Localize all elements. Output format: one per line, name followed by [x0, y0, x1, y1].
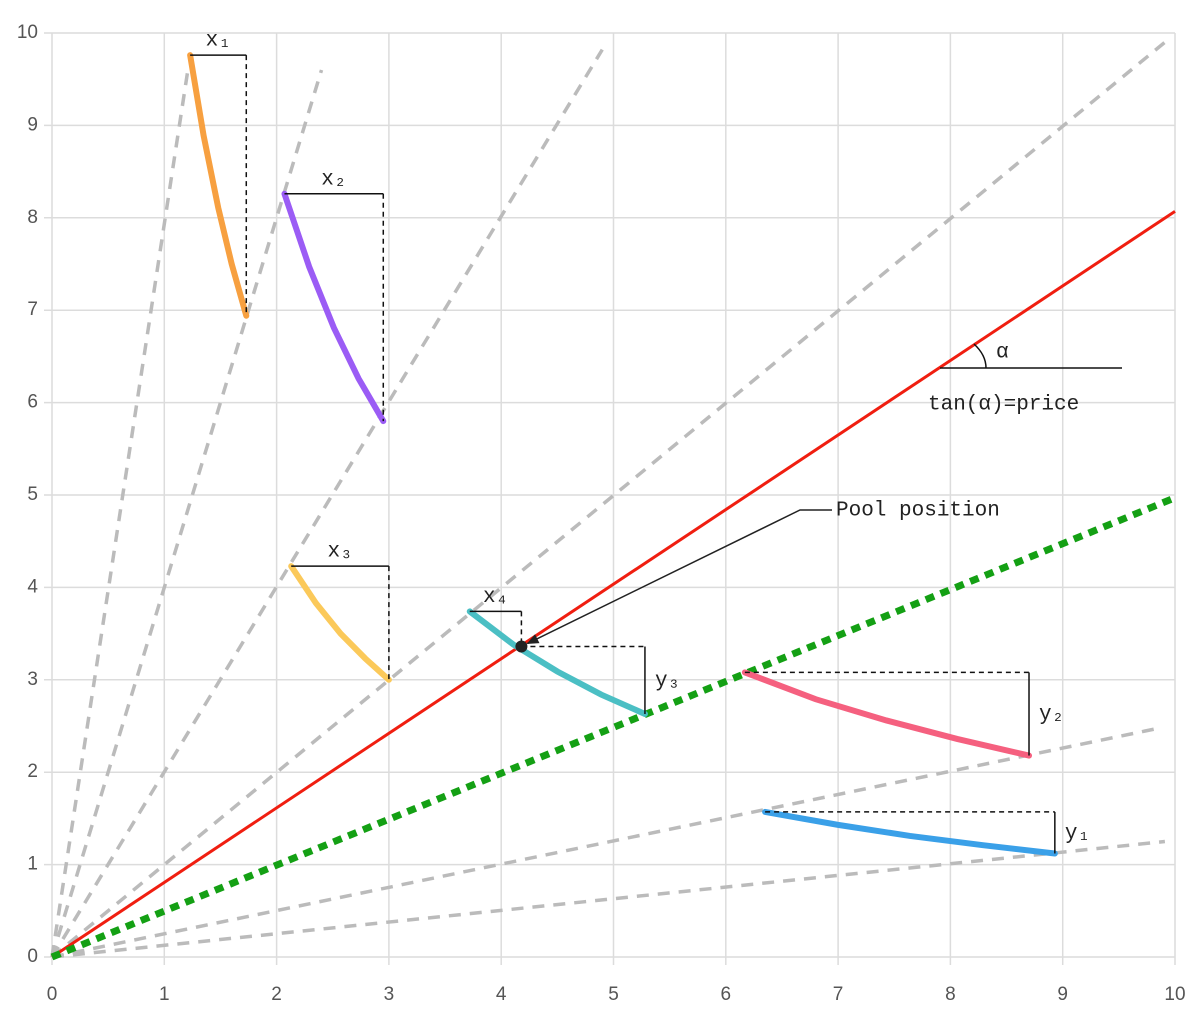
y-tick-label: 8: [27, 207, 38, 228]
x-tick-label: 5: [608, 984, 619, 1005]
y-tick-label: 6: [27, 392, 38, 413]
y-tick-label: 4: [27, 576, 38, 597]
price-line: [50, 69, 324, 958]
liquidity-curve: [288, 563, 392, 683]
y-tick-label: 1: [27, 854, 38, 875]
y-tick-label: 3: [27, 669, 38, 690]
bracket-label: x₂: [321, 168, 346, 191]
x-tick-label: 7: [833, 984, 844, 1005]
x-tick-label: 2: [271, 984, 282, 1005]
y-tick-label: 0: [27, 946, 38, 967]
price-label: tan(α)=price: [928, 394, 1079, 417]
y-tick-label: 9: [27, 114, 38, 135]
pool-arrow: [526, 509, 832, 645]
bracket-label: y₃: [655, 670, 680, 693]
price-line: [50, 48, 604, 958]
price-line: [51, 839, 1166, 959]
liquidity-curve: [187, 52, 250, 319]
pool-point: [515, 640, 528, 653]
x-tick-label: 4: [496, 984, 507, 1005]
pool-label: Pool position: [836, 500, 1000, 523]
bracket-label: x₄: [483, 586, 508, 609]
bracket-label: y₁: [1065, 822, 1090, 845]
alpha-arc: [973, 343, 987, 369]
liquidity-curve: [281, 190, 387, 425]
liquidity-curve: [741, 669, 1033, 759]
y-tick-label: 5: [27, 484, 38, 505]
x-tick-label: 6: [721, 984, 732, 1005]
bracket-label: x₁: [206, 30, 231, 53]
price-line: [51, 210, 1176, 959]
liquidity-curve: [466, 608, 648, 717]
liquidity-curve: [762, 808, 1058, 857]
bracket-label: y₂: [1039, 704, 1064, 727]
x-tick-label: 8: [945, 984, 956, 1005]
price-line: [50, 69, 190, 958]
y-tick-label: 7: [27, 299, 38, 320]
price-line: [51, 726, 1161, 959]
alpha-label: α: [996, 342, 1009, 365]
x-tick-label: 3: [384, 984, 395, 1005]
bracket-label: x₃: [327, 541, 352, 564]
x-tick-label: 10: [1164, 984, 1185, 1005]
x-tick-label: 0: [47, 984, 58, 1005]
x-tick-label: 1: [159, 984, 170, 1005]
x-tick-label: 9: [1057, 984, 1068, 1005]
y-tick-label: 10: [17, 22, 38, 43]
y-tick-label: 2: [27, 761, 38, 782]
price-line: [50, 494, 1177, 961]
price-line: [50, 40, 1167, 959]
